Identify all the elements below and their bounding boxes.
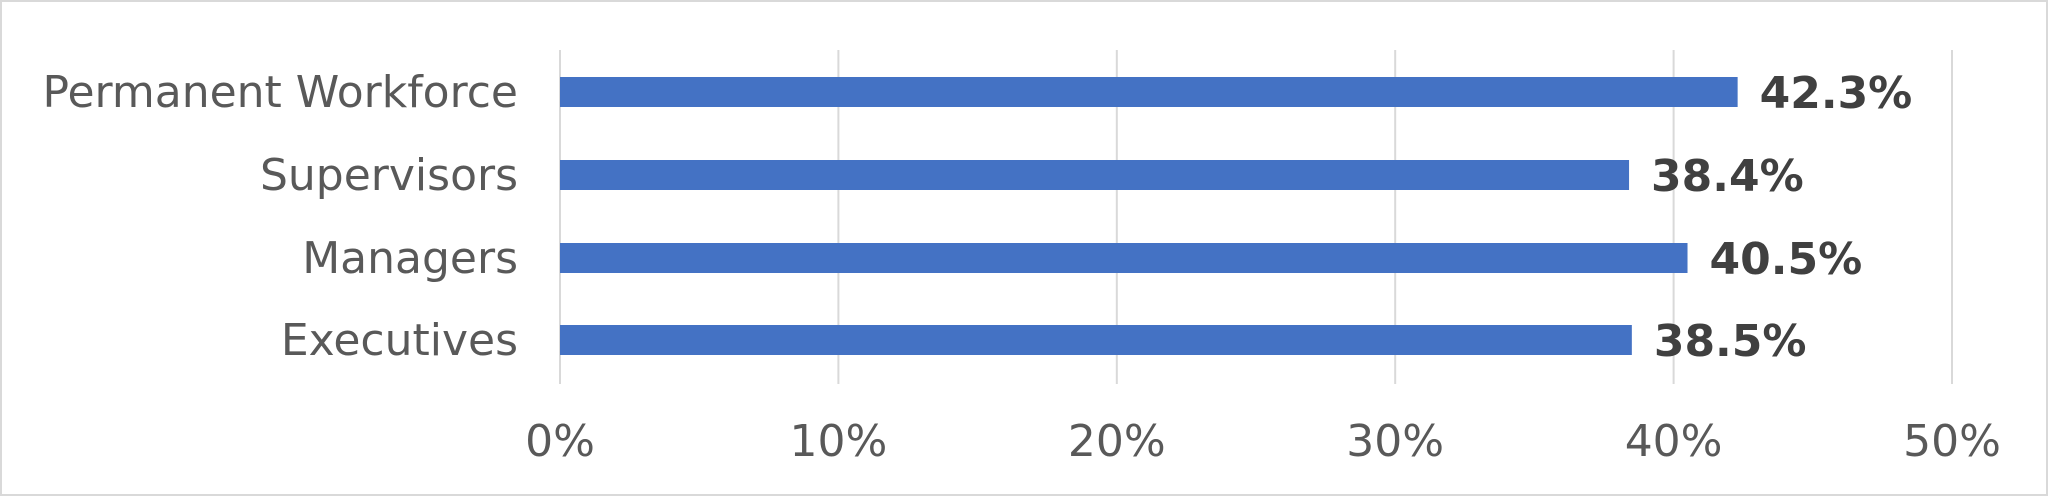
bar-3 <box>560 325 1632 355</box>
x-tick-label-0: 0% <box>525 416 595 467</box>
data-label-3: 38.5% <box>1654 316 1807 367</box>
x-tick-label-4: 40% <box>1625 416 1723 467</box>
data-label-0: 42.3% <box>1760 68 1913 119</box>
bar-1 <box>560 160 1630 190</box>
bar-2 <box>560 243 1688 273</box>
x-tick-label-1: 10% <box>790 416 888 467</box>
x-tick-label-5: 50% <box>1903 416 2001 467</box>
category-label-1: Supervisors <box>260 150 518 201</box>
bar-0 <box>560 77 1738 107</box>
category-label-0: Permanent Workforce <box>43 67 518 118</box>
x-tick-label-2: 20% <box>1068 416 1166 467</box>
data-label-2: 40.5% <box>1710 234 1863 285</box>
x-tick-label-3: 30% <box>1346 416 1444 467</box>
category-label-3: Executives <box>281 315 518 366</box>
data-label-1: 38.4% <box>1651 151 1804 202</box>
category-label-2: Managers <box>302 233 518 284</box>
